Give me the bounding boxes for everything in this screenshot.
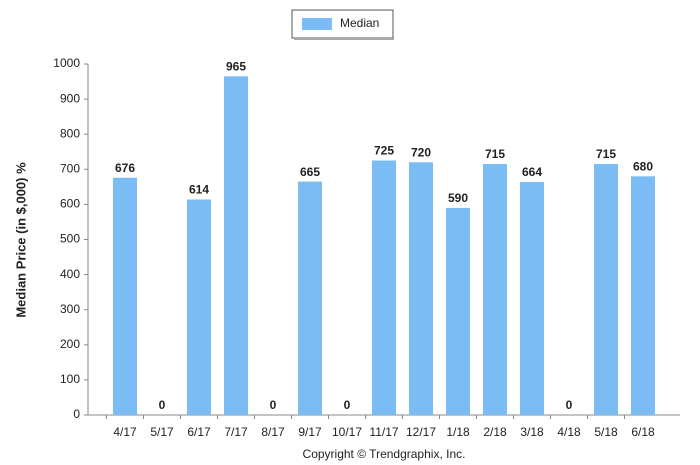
y-axis-label: Median Price (in $,000) % <box>13 162 28 318</box>
bar <box>594 164 618 415</box>
y-tick-label: 400 <box>60 267 80 281</box>
x-tick-label: 6/18 <box>631 425 655 439</box>
value-label: 715 <box>596 147 616 161</box>
value-label: 590 <box>448 191 468 205</box>
bar <box>483 164 507 415</box>
x-tick-label: 3/18 <box>520 425 544 439</box>
value-label: 720 <box>411 145 431 159</box>
bar <box>409 162 433 415</box>
y-tick-label: 0 <box>73 407 80 421</box>
x-tick-label: 11/17 <box>369 425 398 439</box>
bar <box>372 160 396 415</box>
x-tick-label: 4/18 <box>557 425 581 439</box>
x-tick-label: 8/17 <box>261 425 285 439</box>
y-tick-label: 100 <box>60 372 80 386</box>
y-tick-label: 500 <box>60 232 80 246</box>
x-tick-label: 6/17 <box>187 425 211 439</box>
value-label: 0 <box>270 398 277 412</box>
value-label: 614 <box>189 183 209 197</box>
bar <box>224 76 248 415</box>
value-label: 664 <box>522 165 542 179</box>
x-tick-label: 7/17 <box>224 425 248 439</box>
value-label: 725 <box>374 144 394 158</box>
value-label: 680 <box>633 159 653 173</box>
x-tick-label: 5/18 <box>594 425 618 439</box>
value-label: 965 <box>226 59 246 73</box>
x-tick-label: 5/17 <box>150 425 174 439</box>
x-tick-label: 9/17 <box>298 425 322 439</box>
footer: Copyright © Trendgraphix, Inc. <box>303 447 466 461</box>
y-tick-label: 1000 <box>53 56 80 70</box>
value-label: 676 <box>115 161 135 175</box>
bar <box>298 181 322 415</box>
y-tick-label: 700 <box>60 161 80 175</box>
value-label: 0 <box>344 398 351 412</box>
bar <box>113 177 137 415</box>
value-label: 0 <box>566 398 573 412</box>
value-label: 0 <box>159 398 166 412</box>
y-tick-label: 300 <box>60 302 80 316</box>
x-tick-label: 1/18 <box>446 425 470 439</box>
value-label: 715 <box>485 147 505 161</box>
y-tick-label: 900 <box>60 91 80 105</box>
legend-label: Median <box>340 16 379 30</box>
legend-swatch <box>302 18 332 30</box>
x-tick-label: 10/17 <box>332 425 362 439</box>
bar <box>187 199 211 415</box>
x-tick-label: 2/18 <box>483 425 507 439</box>
bar <box>446 207 470 415</box>
x-tick-label: 4/17 <box>113 425 137 439</box>
x-tick-label: 12/17 <box>406 425 436 439</box>
bar <box>631 176 655 415</box>
value-label: 665 <box>300 165 320 179</box>
y-tick-label: 800 <box>60 126 80 140</box>
y-tick-label: 600 <box>60 197 80 211</box>
bar <box>520 181 544 415</box>
y-tick-label: 200 <box>60 337 80 351</box>
